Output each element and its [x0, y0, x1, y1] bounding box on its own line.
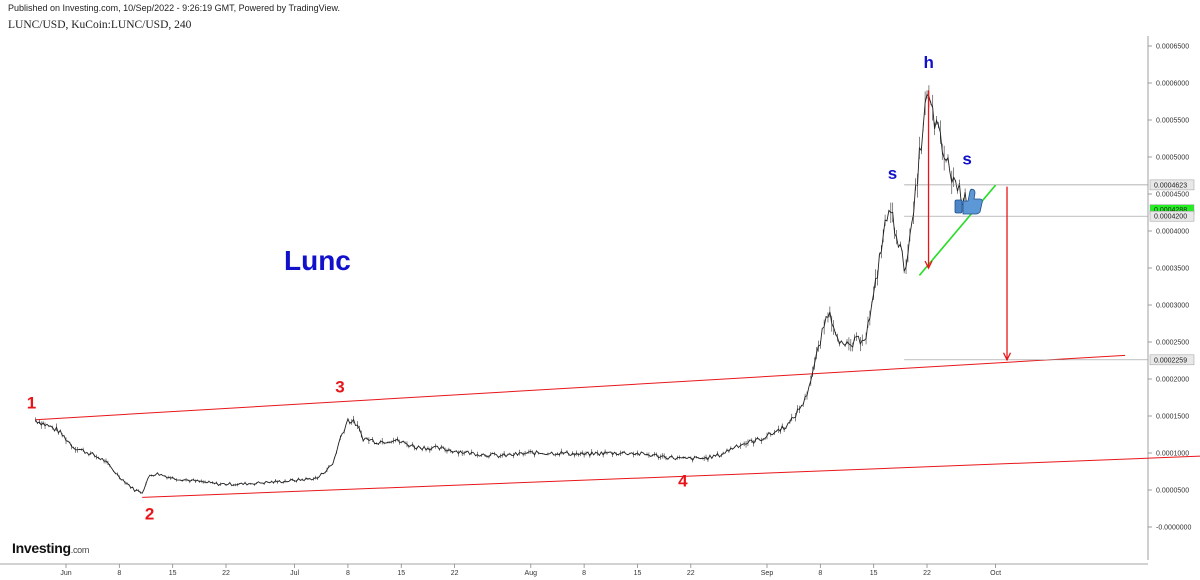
y-tick-label: 0.0003000	[1156, 303, 1189, 310]
x-tick-label: 8	[582, 570, 586, 577]
y-tick-label: 0.0006500	[1156, 44, 1189, 51]
y-tick-label: 0.0005000	[1156, 155, 1189, 162]
y-tick-label: 0.0004500	[1156, 192, 1189, 199]
published-info: Published on Investing.com, 10/Sep/2022 …	[8, 3, 341, 13]
investing-logo: Investing.com	[12, 540, 89, 556]
price-label-box	[1149, 179, 1195, 191]
y-tick-label: 0.0006000	[1156, 81, 1189, 88]
pattern-label-s-2: s	[962, 149, 971, 168]
chart-title: Lunc	[284, 245, 351, 276]
x-tick-label: 15	[169, 570, 177, 577]
head-arrow-head	[924, 260, 933, 270]
x-tick-label: Jun	[60, 570, 71, 577]
x-tick-label: Sep	[761, 570, 774, 577]
y-tick-label: 0.0001000	[1156, 451, 1189, 458]
x-tick-label: 22	[923, 570, 931, 577]
target-arrow-head	[1002, 352, 1012, 362]
y-tick-label: 0.0000500	[1156, 488, 1189, 495]
x-axis: Jun 8 15 22 Jul 8 15 22 Aug 8 15 22 Sep 8 15 22 Oct	[60, 564, 1001, 577]
x-tick-label: Aug	[525, 570, 538, 577]
x-tick-label: 15	[397, 570, 405, 577]
chart-frame	[0, 36, 1149, 565]
x-tick-label: Jul	[290, 570, 299, 577]
y-tick-label: 0.0001500	[1156, 414, 1189, 421]
x-tick-label: 8	[346, 570, 350, 577]
y-tick-label: 0.0003500	[1156, 266, 1189, 273]
symbol-info: LUNC/USD, KuCoin:LUNC/USD, 240	[8, 19, 192, 31]
price-label-text: 0.0004200	[1154, 214, 1187, 221]
x-tick-label: 8	[818, 570, 822, 577]
logo-text: Investing	[12, 540, 71, 556]
y-tick-label: -0.0000000	[1156, 525, 1192, 532]
thumbs-up-icon	[954, 188, 983, 215]
y-tick-label: 0.0002000	[1156, 377, 1189, 384]
price-label-text: 0.0004288	[1154, 207, 1187, 214]
trendlines	[35, 354, 1200, 498]
y-tick-label: 0.0004000	[1156, 229, 1189, 236]
price-line	[35, 93, 974, 494]
lower-channel-line	[142, 455, 1200, 498]
price-label-text: 0.0002259	[1154, 357, 1187, 364]
upper-channel-line	[35, 354, 1126, 421]
wave-label-3: 3	[335, 377, 344, 396]
x-tick-label: 22	[687, 570, 695, 577]
x-tick-label: 22	[451, 570, 459, 577]
pattern-label-s-0: s	[888, 164, 897, 183]
wave-label-1: 1	[27, 394, 36, 413]
price-label-box	[1149, 210, 1195, 222]
x-tick-label: Oct	[990, 570, 1001, 577]
triangle-line	[918, 184, 997, 276]
x-tick-label: 15	[870, 570, 878, 577]
pattern-label-h-1: h	[924, 53, 934, 72]
price-label-box	[1149, 354, 1195, 366]
logo-suffix: .com	[70, 545, 90, 555]
y-axis: 0.0006500 0.0006000 0.0005500 0.0005000 0.00…	[1148, 44, 1192, 532]
x-tick-label: 15	[634, 570, 642, 577]
wave-label-4: 4	[678, 471, 688, 490]
y-tick-label: 0.0002500	[1156, 340, 1189, 347]
price-series	[35, 85, 974, 494]
y-tick-label: 0.0005500	[1156, 118, 1189, 125]
price-label-text: 0.0004623	[1154, 182, 1187, 189]
x-tick-label: 22	[222, 570, 230, 577]
wave-label-2: 2	[145, 505, 154, 524]
x-tick-label: 8	[117, 570, 121, 577]
